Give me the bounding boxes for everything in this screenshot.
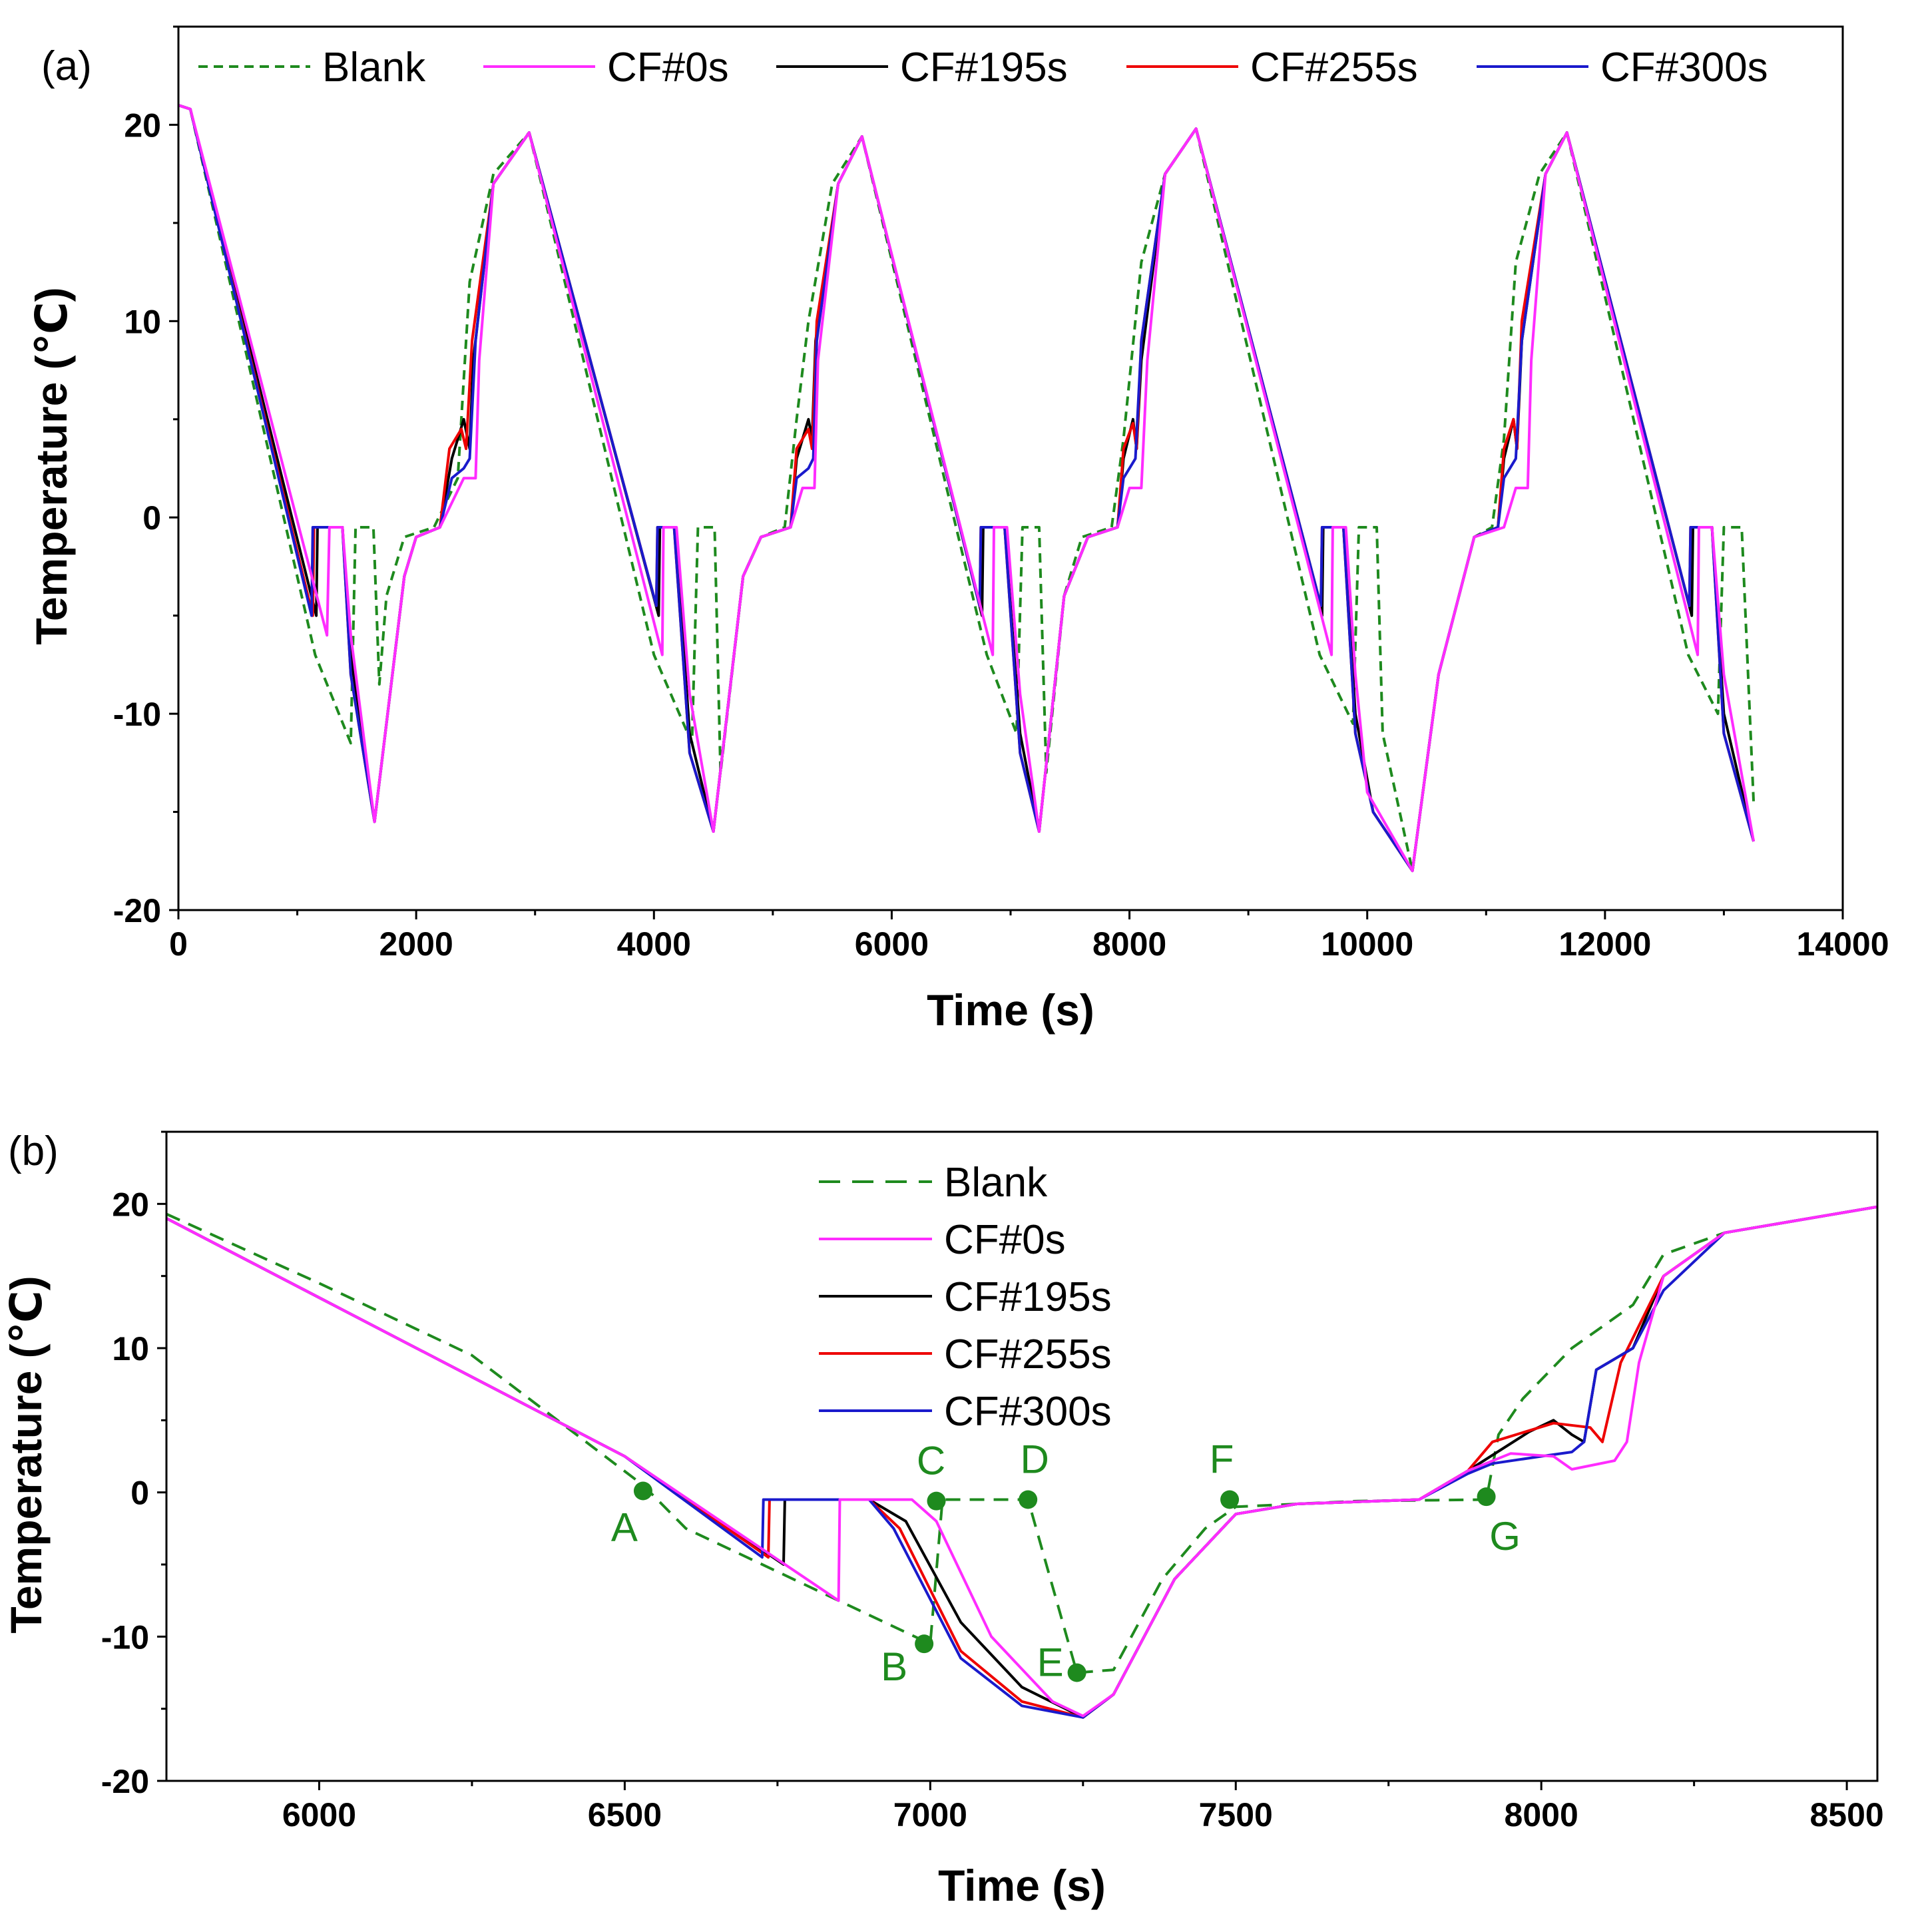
panel-b-legend-label: CF#255s bbox=[944, 1331, 1112, 1377]
panel-a-x-tick-label: 10000 bbox=[1321, 925, 1413, 963]
panel-a-series-cf-300s bbox=[178, 104, 1756, 872]
panel-a-series bbox=[178, 104, 1756, 872]
chart-panel-b: (b) 6000 6500 7000 7500 8000 8500-20-1001020 … bbox=[1, 1128, 1884, 1910]
panel-b-annotations: A B C D E F G bbox=[611, 1437, 1521, 1690]
panel-b-series-cf-0s bbox=[166, 1205, 1877, 1718]
panel-b-legend-label: CF#0s bbox=[944, 1217, 1066, 1263]
panel-a-y-tick-label: 0 bbox=[142, 499, 161, 537]
panel-b-y-tick-label: 0 bbox=[130, 1475, 149, 1512]
panel-a-legend-label: Blank bbox=[322, 45, 426, 91]
panel-b-y-tick-label: -20 bbox=[101, 1763, 149, 1800]
panel-a-x-tick-label: 2000 bbox=[379, 925, 453, 963]
point-marker-b bbox=[915, 1634, 934, 1654]
panel-a-x-tick-label: 4000 bbox=[617, 925, 691, 963]
panel-a-y-axis-title: Temperature (℃) bbox=[27, 287, 76, 644]
panel-b-x-tick-label: 6500 bbox=[588, 1796, 662, 1833]
panel-b-x-axis-title: Time (s) bbox=[938, 1861, 1106, 1910]
point-label-e: E bbox=[1037, 1640, 1064, 1685]
panel-b-ticks: 6000 6500 7000 7500 8000 8500 -20 -10 0 10 20 bbox=[101, 1130, 1884, 1833]
panel-a-y-tick-label: 10 bbox=[124, 303, 161, 340]
panel-b-legend-label: CF#195s bbox=[944, 1274, 1112, 1320]
panel-b-y-tick-label: 20 bbox=[112, 1186, 149, 1223]
panel-a-legend: Blank CF#0s CF#195s CF#255s CF#300s bbox=[198, 45, 1768, 91]
panel-a-x-tick-label: 12000 bbox=[1558, 925, 1651, 963]
panel-b-y-tick-label: 10 bbox=[112, 1330, 149, 1367]
panel-b-legend-label: CF#300s bbox=[944, 1389, 1112, 1435]
panel-b-series-blank bbox=[166, 1205, 1877, 1674]
panel-a-x-tick-label: 6000 bbox=[855, 925, 929, 963]
panel-a-y-tick-label: 20 bbox=[124, 107, 161, 144]
panel-b-x-tick-label: 7500 bbox=[1199, 1796, 1273, 1833]
panel-b-x-tick-label: 8000 bbox=[1505, 1796, 1578, 1833]
panel-b-label: (b) bbox=[8, 1128, 59, 1174]
panel-a-legend-label: CF#195s bbox=[900, 45, 1068, 91]
panel-a-legend-label: CF#255s bbox=[1250, 45, 1418, 91]
point-marker-c bbox=[927, 1491, 946, 1511]
point-label-b: B bbox=[881, 1644, 907, 1689]
panel-a-legend-label: CF#0s bbox=[607, 45, 729, 91]
panel-b-y-tick-label: -10 bbox=[101, 1618, 149, 1656]
panel-a-y-tick-label: -10 bbox=[113, 696, 161, 733]
panel-a-y-tick-label: -20 bbox=[113, 892, 161, 929]
panel-b-y-axis-title: Temperature (℃) bbox=[1, 1276, 51, 1633]
panel-a-x-axis-title: Time (s) bbox=[927, 985, 1094, 1035]
point-marker-g bbox=[1477, 1487, 1496, 1507]
chart-panel-a: (a) 0 2000 4000 6000 8000 10000 12000 14000 -20 -… bbox=[27, 25, 1889, 1035]
point-label-f: F bbox=[1210, 1437, 1234, 1482]
panel-b-legend-label: Blank bbox=[944, 1160, 1048, 1206]
panel-a-series-blank bbox=[178, 104, 1756, 872]
panel-b-frame bbox=[165, 1130, 1879, 1782]
point-marker-d bbox=[1019, 1490, 1038, 1509]
panel-a-frame bbox=[177, 25, 1844, 911]
panel-b-x-tick-label: 7000 bbox=[893, 1796, 967, 1833]
point-marker-f bbox=[1220, 1490, 1240, 1509]
point-label-g: G bbox=[1489, 1514, 1521, 1559]
panel-a-x-tick-label: 0 bbox=[169, 925, 188, 963]
panel-b-x-tick-label: 6000 bbox=[282, 1796, 356, 1833]
point-marker-e bbox=[1067, 1663, 1086, 1682]
panel-a-legend-label: CF#300s bbox=[1600, 45, 1768, 91]
point-label-d: D bbox=[1021, 1437, 1049, 1482]
panel-a-label: (a) bbox=[41, 43, 92, 89]
panel-b-series bbox=[166, 1205, 1877, 1719]
panel-a-x-tick-label: 14000 bbox=[1796, 925, 1889, 963]
panel-a-series-cf-0s bbox=[178, 104, 1756, 872]
point-label-c: C bbox=[917, 1439, 945, 1483]
panel-a-x-tick-label: 8000 bbox=[1092, 925, 1166, 963]
panel-a-ticks: 0 2000 4000 6000 8000 10000 12000 14000 -20 -10 0 1… bbox=[113, 25, 1889, 963]
panel-b-x-tick-label: 8500 bbox=[1809, 1796, 1883, 1833]
panel-b-legend: Blank CF#0s CF#195s CF#255s CF#300s bbox=[819, 1160, 1112, 1435]
point-marker-a bbox=[633, 1481, 652, 1501]
point-label-a: A bbox=[611, 1505, 638, 1550]
